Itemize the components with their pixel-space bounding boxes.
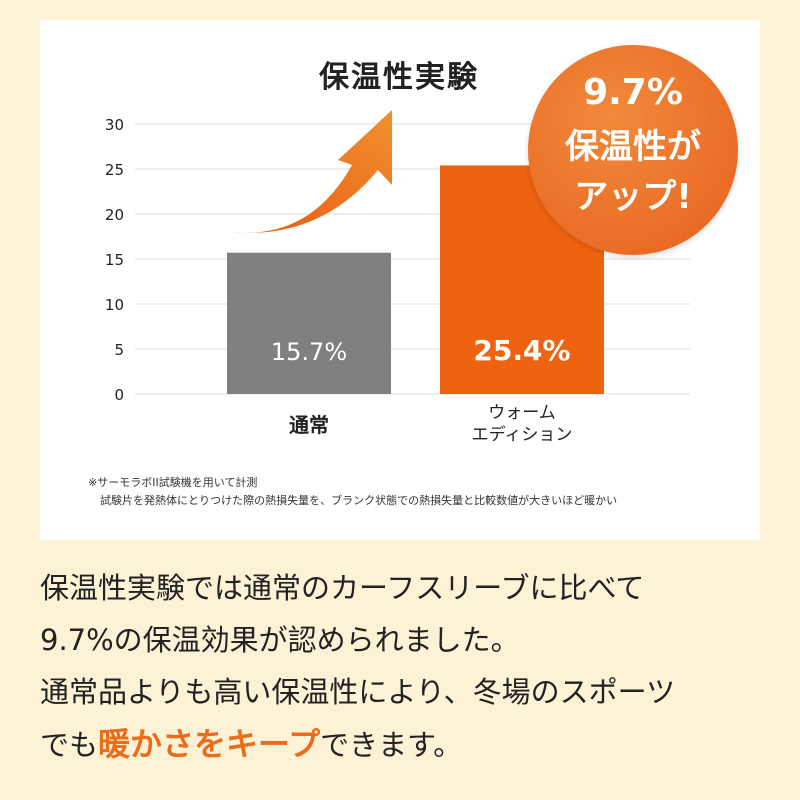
- callout-bubble: 9.7% 保温性が アップ!: [528, 45, 738, 255]
- y-tick-label: 10: [105, 296, 124, 314]
- footnote: 試験片を発熱体にとりつけた際の熱損失量を、ブランク状態での熱損失量と比較数値が大…: [100, 494, 618, 507]
- callout-text: アップ!: [574, 177, 692, 217]
- y-tick-label: 0: [114, 386, 124, 404]
- footnote: ※サーモラボII試験機を用いて計測: [88, 476, 258, 489]
- x-category-label: ウォーム: [488, 403, 556, 423]
- callout-value: 9.7%: [583, 72, 683, 113]
- bar-1: [227, 252, 391, 394]
- description-line: でも暖かさをキープできます。: [40, 725, 463, 763]
- y-tick-label: 5: [114, 341, 124, 359]
- callout-text: 保温性が: [565, 127, 701, 167]
- description-line: 9.7%の保温効果が認められました。: [40, 623, 520, 657]
- data-label: 15.7%: [271, 338, 347, 366]
- chart-title: 保温性実験: [319, 60, 479, 95]
- description-line: 保温性実験では通常のカーフスリーブに比べて: [40, 571, 645, 605]
- description-line: 通常品よりも高い保温性により、冬場のスポーツ: [40, 675, 676, 709]
- y-tick-label: 20: [105, 206, 124, 224]
- data-label: 25.4%: [473, 334, 570, 367]
- x-category-label: エディション: [472, 424, 573, 445]
- highlight-text: 暖かさをキープ: [98, 725, 321, 763]
- y-tick-label: 30: [105, 116, 124, 134]
- y-tick-label: 15: [105, 251, 124, 269]
- up-arrow-icon: [232, 110, 392, 233]
- y-tick-label: 25: [105, 161, 124, 179]
- x-category-label: 通常: [289, 413, 329, 437]
